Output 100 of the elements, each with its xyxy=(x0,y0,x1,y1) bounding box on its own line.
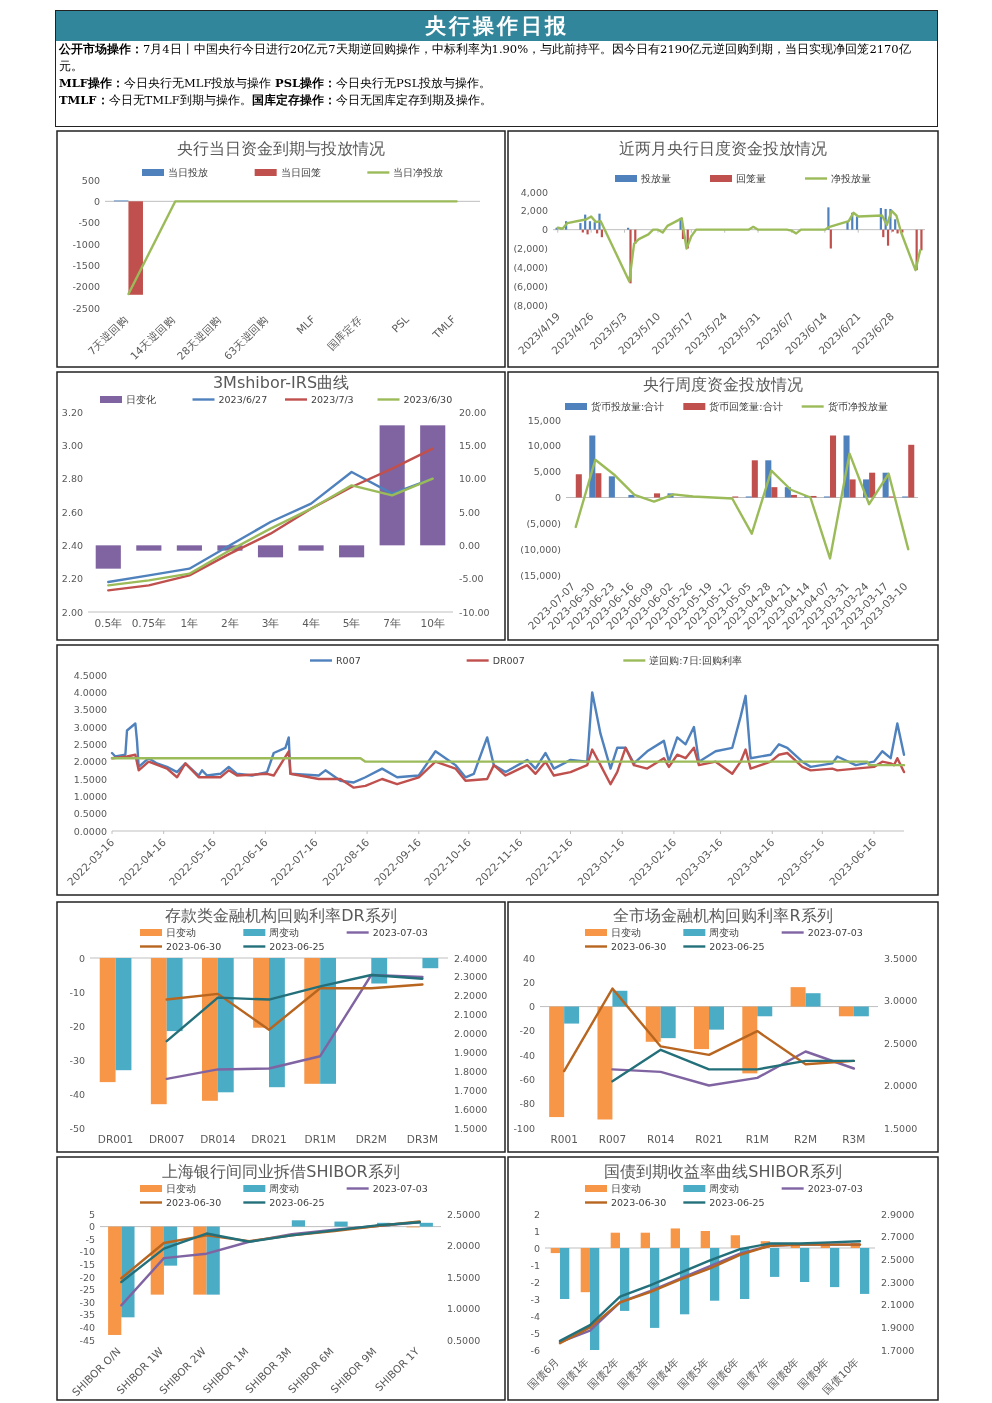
x-tick-label: R2M xyxy=(794,1133,818,1145)
legend-label: 日变动 xyxy=(166,927,196,938)
y2-tick-label: 3.5000 xyxy=(884,952,918,964)
y2-tick-label: 2.9000 xyxy=(881,1208,915,1220)
x-tick-label: R3M xyxy=(842,1133,866,1145)
x-tick-label: R007 xyxy=(598,1133,627,1145)
text: 公开市场操作：7月4日丨中国央行今日进行20亿元7天期逆回购操作，中标利率为1.90%，与此前持平。因今日有2190亿元逆回购到期，当日实现净回笼2170亿元。 xyxy=(59,42,911,73)
y-tick-label: -20 xyxy=(519,1025,535,1037)
y-tick-label: -2 xyxy=(530,1276,540,1288)
chart-title: 上海银行间同业拆借SHIBOR系列 xyxy=(162,1162,400,1181)
y2-tick-label: 1.6000 xyxy=(454,1103,488,1115)
legend-label: 当日净投放 xyxy=(393,167,444,178)
legend-label: DR007 xyxy=(492,655,525,666)
legend-label: 2023/6/30 xyxy=(403,394,453,405)
y-tick-label: 1.5000 xyxy=(73,773,107,785)
y-tick-label: 0.0000 xyxy=(73,825,107,837)
legend-label: 货币回笼量:合计 xyxy=(709,401,783,412)
y-tick-label: 2.5000 xyxy=(73,738,107,750)
y2-tick-label: 2.5000 xyxy=(881,1253,915,1265)
x-tick-label: DR2M xyxy=(355,1133,387,1145)
y-tick-label: 0 xyxy=(88,1221,95,1233)
legend-label: 逆回购:7日:回购利率 xyxy=(649,655,742,666)
y-tick-label: (8,000) xyxy=(513,299,548,311)
legend-label: 投放量 xyxy=(640,173,671,184)
y-tick-label: 0 xyxy=(93,195,100,207)
y-tick-label: -30 xyxy=(69,1054,85,1066)
x-tick-label: 1年 xyxy=(180,617,199,629)
y-tick-label: 3.20 xyxy=(61,406,83,418)
y2-tick-label: 2.0000 xyxy=(454,1028,488,1040)
y-tick-label: 0 xyxy=(78,952,85,964)
chart-title: 国债到期收益率曲线SHIBOR系列 xyxy=(604,1162,842,1181)
y-tick-label: 2.80 xyxy=(61,473,83,485)
y2-tick-label: 2.0000 xyxy=(447,1240,481,1251)
chart-title: 存款类金融机构回购利率DR系列 xyxy=(165,906,397,925)
y-tick-label: -1 xyxy=(530,1259,540,1271)
legend-label: 2023-07-03 xyxy=(372,927,428,938)
x-tick-label: R021 xyxy=(695,1133,723,1145)
y2-tick-label: 1.7000 xyxy=(454,1084,488,1096)
y2-tick-label: 1.5000 xyxy=(447,1271,481,1283)
y-tick-label: -2000 xyxy=(72,281,100,293)
y-tick-label: -2500 xyxy=(72,302,100,314)
legend-label: 货币投放量:合计 xyxy=(591,401,665,412)
x-tick-label: R1M xyxy=(745,1133,769,1145)
y2-tick-label: 2.5000 xyxy=(884,1037,918,1049)
legend-label: 货币净投放量 xyxy=(827,401,888,412)
legend-label: 2023-06-25 xyxy=(269,941,325,952)
text: MLF操作：今日央行无MLF投放与操作 PSL操作：今日央行无PSL投放与操作。 xyxy=(59,76,492,90)
legend-label: R007 xyxy=(336,655,361,666)
y2-tick-label: 1.5000 xyxy=(884,1122,918,1134)
y-tick-label: 3.0000 xyxy=(73,721,107,733)
x-tick-label: 5年 xyxy=(342,617,361,629)
x-tick-label: R001 xyxy=(550,1133,578,1145)
y2-tick-label: 3.0000 xyxy=(884,995,918,1006)
legend-label: 净投放量 xyxy=(831,173,871,184)
legend-label: 2023-06-25 xyxy=(709,1197,765,1208)
y2-tick-label: 0.5000 xyxy=(447,1334,481,1346)
y-tick-label: -1500 xyxy=(72,259,100,271)
y-tick-label: 3.5000 xyxy=(73,704,107,716)
legend-label: 2023-07-03 xyxy=(807,1183,863,1194)
y-tick-label: 5,000 xyxy=(533,466,561,478)
x-tick-label: DR014 xyxy=(200,1133,236,1145)
y-tick-label: -60 xyxy=(519,1073,535,1085)
y2-tick-label: 15.00 xyxy=(459,439,487,451)
x-tick-label: 4年 xyxy=(302,617,320,629)
x-tick-label: 14天逆回购 xyxy=(127,312,177,362)
y-tick-label: 4,000 xyxy=(520,186,548,198)
y-tick-label: -3 xyxy=(530,1293,540,1305)
legend-label: 2023-06-30 xyxy=(166,941,222,952)
legend-label: 日变动 xyxy=(166,1183,196,1194)
x-tick-label: DR001 xyxy=(97,1133,134,1145)
y-tick-label: (10,000) xyxy=(520,543,561,555)
y-tick-label: (6,000) xyxy=(513,280,548,292)
x-tick-label: PSL xyxy=(389,312,412,335)
y-tick-label: 4.0000 xyxy=(73,686,107,698)
y-tick-label: 1 xyxy=(533,1225,540,1237)
x-tick-label: 0.75年 xyxy=(131,617,167,629)
x-tick-label: DR007 xyxy=(149,1133,185,1145)
y-tick-label: -500 xyxy=(78,217,100,229)
y-tick-label: -50 xyxy=(69,1122,85,1134)
chart-title: 央行周度资金投放情况 xyxy=(643,375,803,394)
x-tick-label: 国库定存 xyxy=(324,312,365,353)
x-tick-label: R014 xyxy=(647,1133,675,1145)
y-tick-label: 15,000 xyxy=(527,414,561,426)
x-tick-label: DR021 xyxy=(251,1133,287,1145)
x-tick-label: 10年 xyxy=(420,617,445,629)
legend-label: 2023-06-30 xyxy=(611,941,667,952)
y-tick-label: (4,000) xyxy=(513,261,548,273)
y-tick-label: -40 xyxy=(69,1088,85,1100)
y-tick-label: 5 xyxy=(88,1208,95,1220)
y-tick-label: 0 xyxy=(554,492,561,503)
legend-label: 日变动 xyxy=(611,1183,641,1194)
y-tick-label: 2.40 xyxy=(61,539,83,551)
y2-tick-label: 2.1000 xyxy=(881,1299,915,1311)
y-tick-label: 0 xyxy=(541,224,548,236)
y-tick-label: 2,000 xyxy=(520,205,548,217)
y-tick-label: -10 xyxy=(79,1246,95,1258)
y-tick-label: 0.5000 xyxy=(73,808,107,820)
legend-label: 周变动 xyxy=(269,927,300,938)
y2-tick-label: 2.2000 xyxy=(454,990,488,1002)
y-tick-label: 2.00 xyxy=(61,606,83,618)
